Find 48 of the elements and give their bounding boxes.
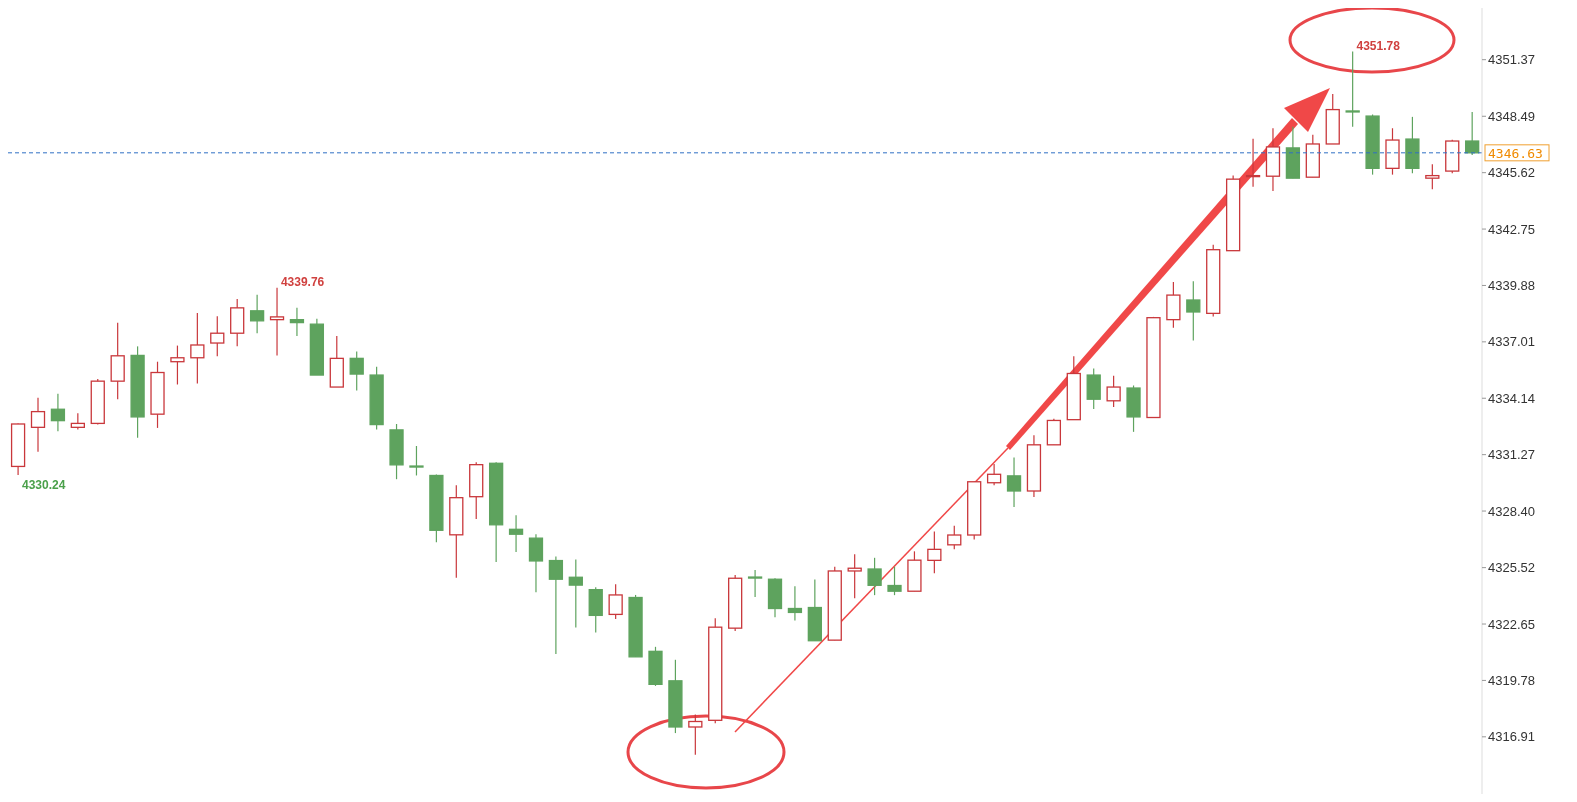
candlestick — [867, 557, 882, 596]
y-tick-label: 4331.27 — [1488, 447, 1535, 463]
candlestick — [1245, 138, 1261, 188]
y-tick-label: 4342.75 — [1488, 221, 1535, 237]
y-tick-label: 4325.52 — [1488, 560, 1535, 576]
candlestick — [887, 566, 902, 596]
candlestick — [508, 514, 524, 553]
candlestick — [210, 315, 225, 357]
y-tick-label: 4322.65 — [1488, 616, 1535, 632]
candlestick — [349, 350, 364, 391]
candlestick — [170, 344, 185, 386]
candlestick — [190, 312, 205, 385]
candlestick — [568, 558, 583, 629]
y-tick-label: 4345.62 — [1488, 165, 1535, 181]
ref-line-label: 4346.63 — [1488, 145, 1543, 161]
candlestick — [986, 463, 1002, 486]
y-tick-label: 4348.49 — [1488, 108, 1535, 124]
candlestick — [947, 525, 962, 550]
candlestick — [608, 583, 623, 620]
y-tick-label: 4334.14 — [1488, 390, 1535, 406]
candlestick — [269, 287, 285, 357]
y-tick-label: 4328.40 — [1488, 503, 1535, 519]
candlestick — [249, 294, 265, 334]
candlestick — [1465, 111, 1480, 156]
y-tick-label: 4337.01 — [1488, 334, 1535, 350]
y-tick-label: 4319.78 — [1488, 673, 1535, 689]
annotation: 4339.76 — [280, 274, 325, 289]
candlestick — [1006, 456, 1022, 508]
candlestick — [1186, 280, 1201, 342]
candlestick — [747, 569, 763, 598]
candlestick — [548, 555, 564, 655]
candlestick — [50, 393, 66, 432]
candlestick — [1345, 51, 1360, 128]
candlestick — [409, 445, 424, 477]
y-tick-label: 4316.91 — [1488, 729, 1535, 745]
y-tick-label: 4351.37 — [1488, 52, 1535, 68]
annotation: 4351.78 — [1356, 38, 1401, 53]
candlestick — [1106, 375, 1121, 408]
candlestick — [688, 714, 703, 756]
candlestick — [787, 585, 803, 622]
y-tick-label: 4339.88 — [1488, 278, 1535, 294]
candlestick — [30, 397, 46, 453]
candlestick — [528, 533, 544, 593]
annotation: 4330.24 — [21, 477, 66, 492]
candlestick — [927, 530, 942, 574]
candlestick — [289, 307, 305, 337]
candlestick — [1425, 163, 1440, 190]
candlestick — [847, 553, 862, 599]
